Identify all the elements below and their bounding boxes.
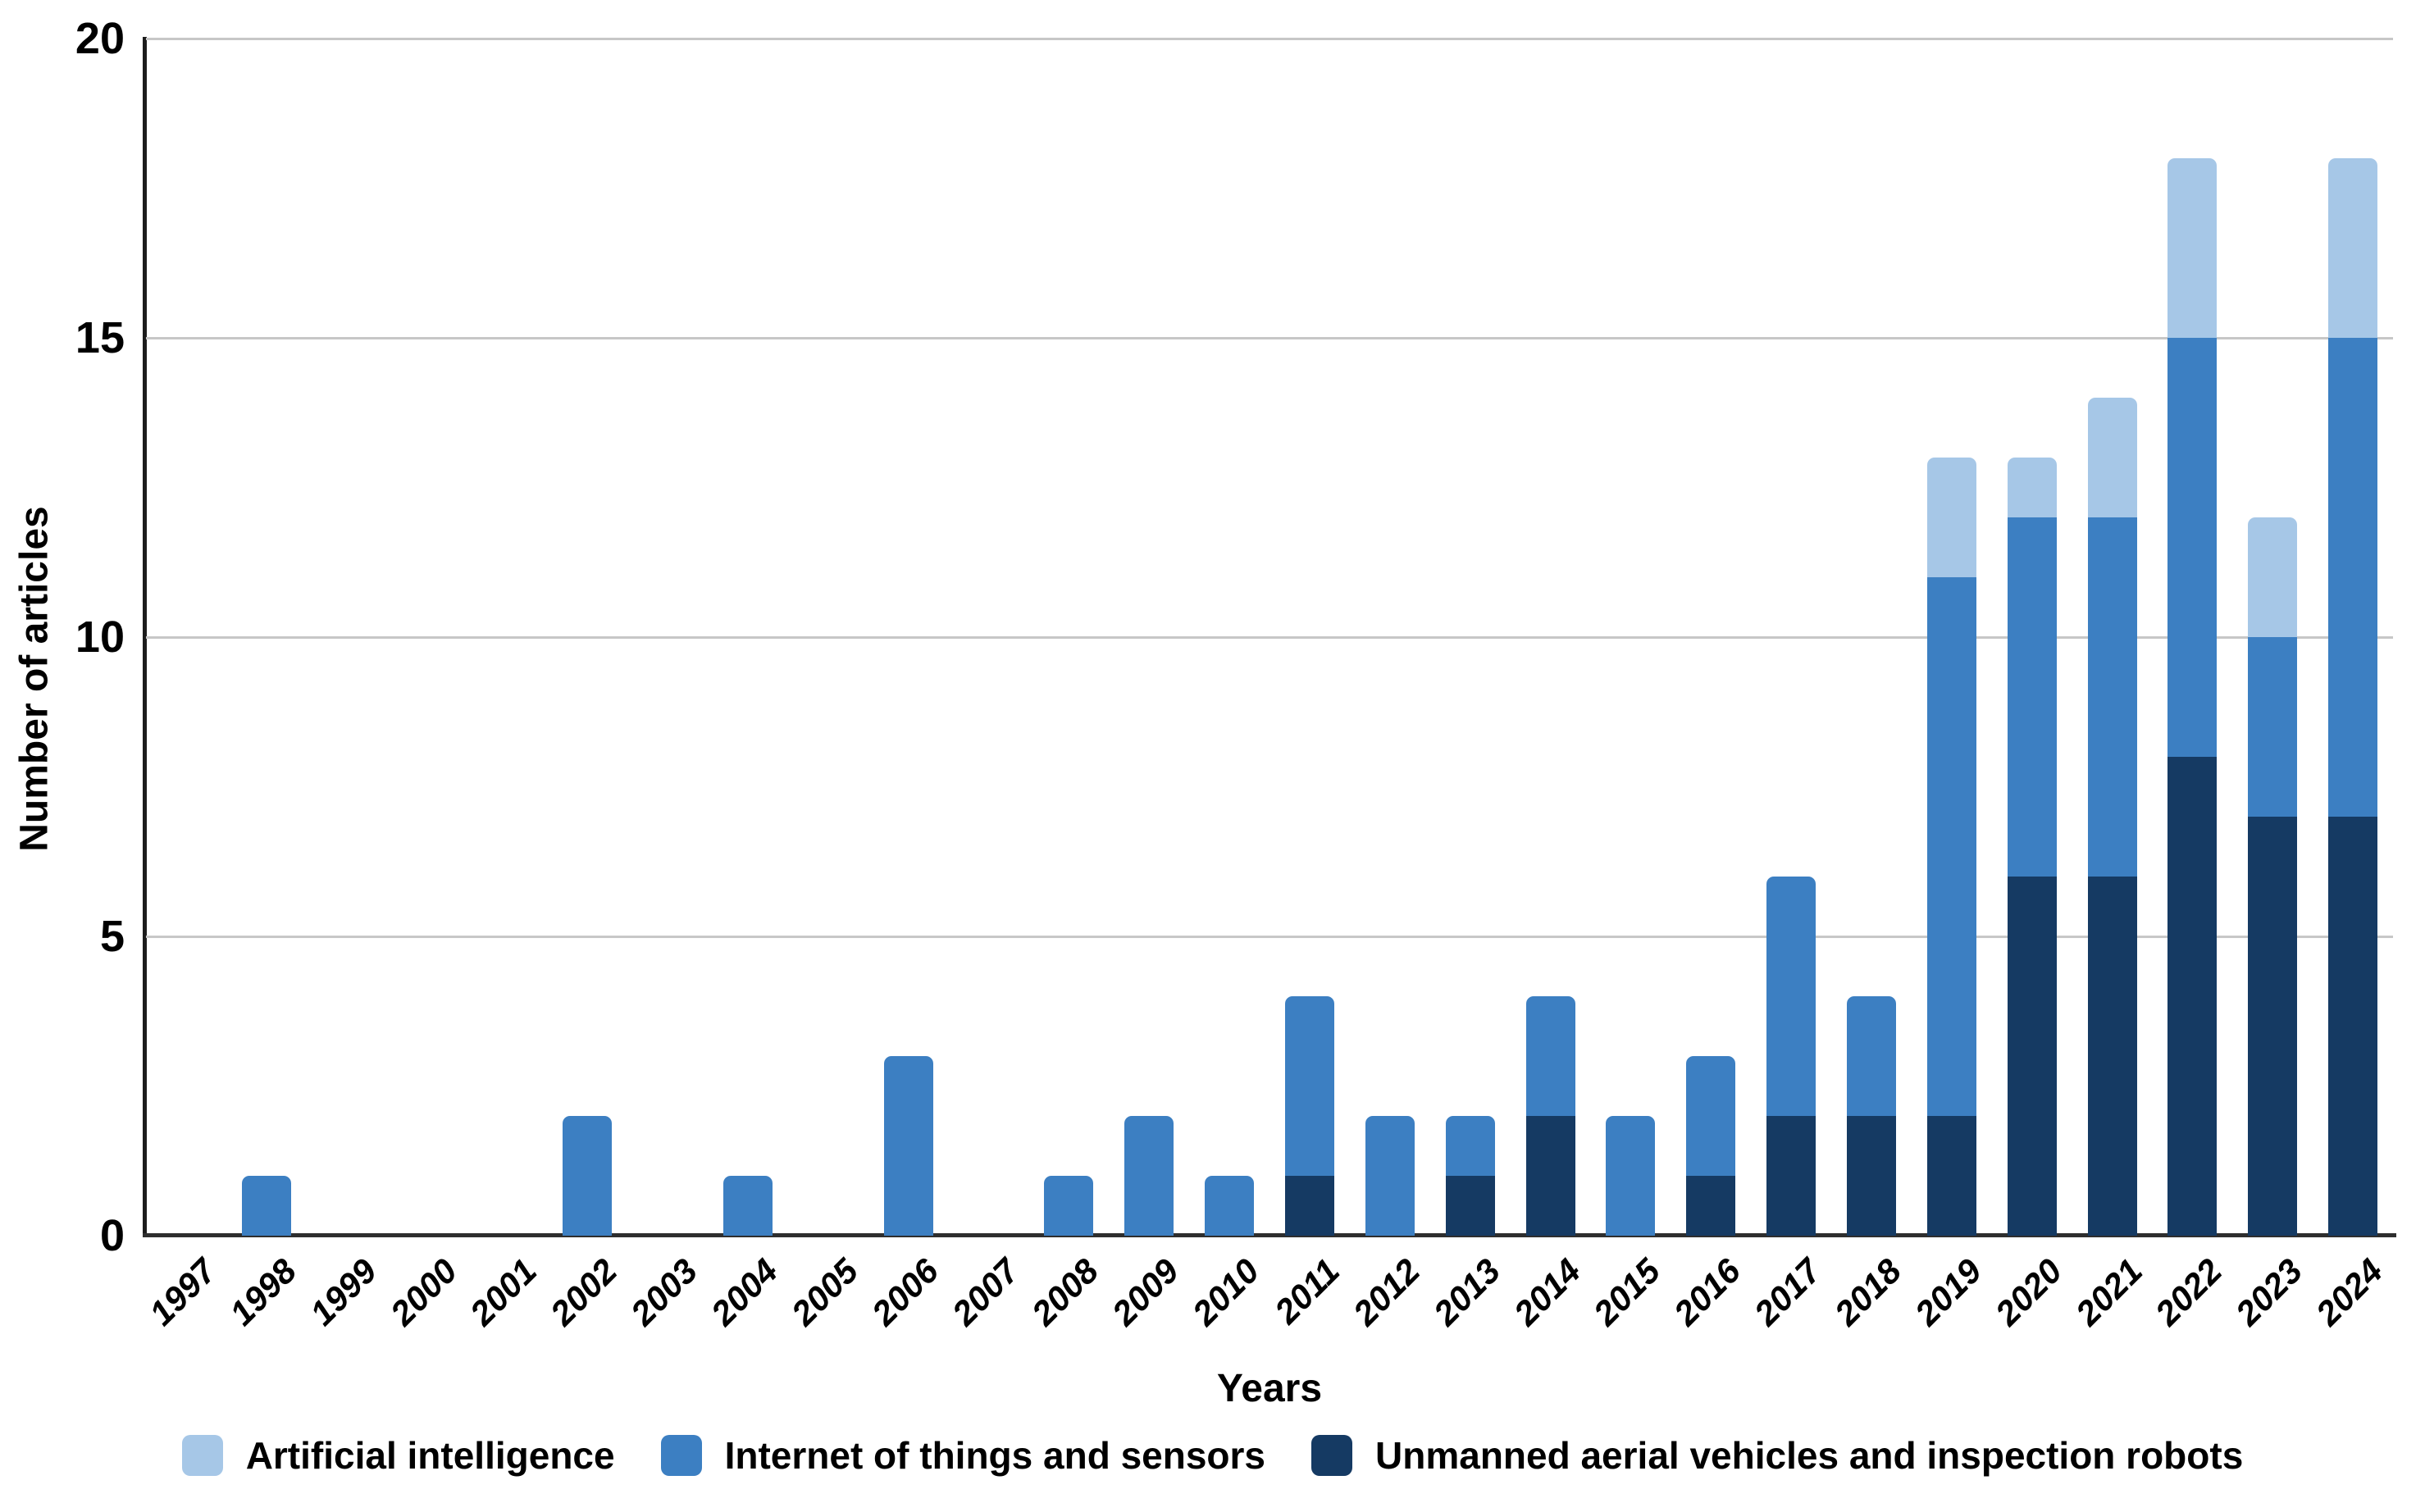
x-tick-label: 2003	[622, 1251, 705, 1333]
bar-segment-2019	[1926, 458, 1976, 577]
x-tick-label: 2005	[783, 1251, 866, 1333]
legend-swatch-icon	[660, 1435, 702, 1476]
legend-swatch-icon	[181, 1435, 223, 1476]
x-axis-line	[143, 1233, 2396, 1237]
bar-segment-2012	[1365, 1116, 1415, 1236]
plot-area	[146, 38, 2393, 1236]
bar-segment-2020	[2007, 517, 2057, 877]
y-tick-label: 15	[75, 313, 125, 362]
bar-segment-2016	[1686, 1056, 1736, 1176]
bar-segment-2008	[1044, 1176, 1094, 1236]
legend-item: Internet of things and sensors	[660, 1433, 1266, 1478]
x-tick-label: 2023	[2228, 1251, 2310, 1333]
gridline	[146, 38, 2393, 40]
bar-segment-2023	[2248, 637, 2298, 817]
y-tick-label: 0	[99, 1211, 125, 1260]
x-tick-label: 2009	[1105, 1251, 1187, 1333]
bar-segment-2022	[2167, 757, 2218, 1236]
bar-segment-2023	[2248, 817, 2298, 1236]
legend-swatch-icon	[1311, 1435, 1353, 1476]
bar-segment-2002	[563, 1116, 613, 1236]
x-axis-title: Years	[1216, 1367, 1323, 1410]
bar-segment-2018	[1846, 1116, 1896, 1236]
x-tick-label: 2016	[1666, 1251, 1748, 1333]
legend-label: Unmanned aerial vehicles and inspection …	[1375, 1434, 2244, 1477]
x-tick-label: 1998	[221, 1251, 304, 1333]
bar-segment-2023	[2248, 517, 2298, 637]
bar-segment-2021	[2087, 877, 2137, 1236]
legend-label: Internet of things and sensors	[724, 1434, 1266, 1477]
bar-segment-2022	[2167, 338, 2218, 757]
bar-segment-2014	[1525, 1116, 1575, 1236]
bar-segment-2024	[2328, 338, 2378, 817]
gridline	[146, 936, 2393, 938]
x-tick-label: 1999	[302, 1251, 384, 1333]
x-tick-label: 2015	[1586, 1251, 1668, 1333]
bar-segment-2013	[1445, 1176, 1495, 1236]
bar-segment-2024	[2328, 817, 2378, 1236]
gridline	[146, 636, 2393, 639]
x-tick-label: 2024	[2308, 1251, 2391, 1333]
bar-segment-2004	[722, 1176, 773, 1236]
y-tick-label: 10	[75, 613, 125, 662]
x-tick-label: 2014	[1506, 1251, 1588, 1333]
x-tick-label: 2004	[703, 1251, 786, 1333]
y-axis-title: Number of articles	[12, 506, 57, 852]
bar-segment-2011	[1284, 1176, 1334, 1236]
y-tick-label: 5	[99, 912, 125, 961]
x-tick-label: 2017	[1746, 1251, 1829, 1333]
x-tick-label: 2007	[944, 1251, 1026, 1333]
bar-segment-2013	[1445, 1116, 1495, 1176]
legend-item: Unmanned aerial vehicles and inspection …	[1311, 1433, 2243, 1478]
gridline	[146, 337, 2393, 339]
bar-segment-2019	[1926, 1116, 1976, 1236]
legend-item: Artificial intelligence	[181, 1433, 615, 1478]
bar-segment-2018	[1846, 996, 1896, 1116]
bar-segment-2010	[1205, 1176, 1255, 1236]
bar-segment-2006	[883, 1056, 933, 1236]
legend-label: Artificial intelligence	[245, 1434, 615, 1477]
y-tick-label: 20	[75, 14, 125, 63]
x-tick-label: 2002	[543, 1251, 625, 1333]
x-tick-label: 2010	[1184, 1251, 1267, 1333]
bar-segment-2017	[1766, 1116, 1816, 1236]
x-tick-label: 2008	[1024, 1251, 1106, 1333]
bar-segment-2021	[2087, 398, 2137, 517]
x-tick-label: 1997	[141, 1251, 224, 1333]
bar-segment-2017	[1766, 877, 1816, 1116]
x-tick-label: 2012	[1345, 1251, 1428, 1333]
bar-segment-2016	[1686, 1176, 1736, 1236]
x-tick-label: 2020	[1987, 1251, 2069, 1333]
bar-segment-2009	[1124, 1116, 1174, 1236]
x-tick-label: 2021	[2067, 1251, 2149, 1333]
legend: Artificial intelligence Internet of thing…	[0, 1433, 2425, 1478]
x-tick-label: 2001	[463, 1251, 545, 1333]
bar-segment-2024	[2328, 158, 2378, 338]
bar-segment-2020	[2007, 458, 2057, 517]
bar-segment-1998	[241, 1176, 291, 1236]
x-tick-label: 2019	[1907, 1251, 1990, 1333]
x-tick-label: 2013	[1425, 1251, 1507, 1333]
bar-segment-2020	[2007, 877, 2057, 1236]
bar-segment-2011	[1284, 996, 1334, 1176]
bar-segment-2014	[1525, 996, 1575, 1116]
x-tick-label: 2006	[864, 1251, 946, 1333]
y-axis-line	[143, 37, 147, 1237]
bar-segment-2015	[1606, 1116, 1656, 1236]
bar-segment-2022	[2167, 158, 2218, 338]
bar-segment-2019	[1926, 577, 1976, 1116]
bar-segment-2021	[2087, 517, 2137, 877]
x-tick-label: 2011	[1267, 1251, 1347, 1332]
x-tick-label: 2018	[1826, 1251, 1909, 1333]
x-tick-label: 2000	[382, 1251, 464, 1333]
x-tick-label: 2022	[2148, 1251, 2230, 1333]
